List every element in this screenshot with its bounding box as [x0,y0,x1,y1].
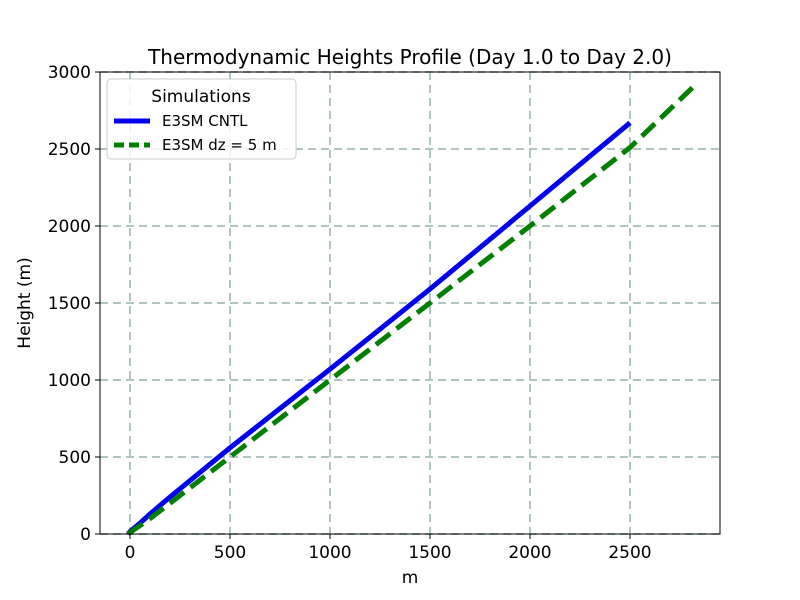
y-tick-label: 1000 [48,371,91,391]
y-tick-label: 0 [80,525,91,545]
series-layer [126,82,698,536]
legend-label-e3sm-dz5: E3SM dz = 5 m [162,136,277,154]
x-axis-label: m [402,568,419,588]
y-tick-label: 500 [59,448,91,468]
grid [100,71,720,535]
x-tick-label: 1000 [308,543,351,563]
x-tick-label: 2000 [508,543,551,563]
series-line-e3sm-dz5 [126,82,698,536]
x-tick-label: 500 [214,543,246,563]
x-tick-label: 0 [125,543,136,563]
y-tick-label: 2500 [48,140,91,160]
ticks: 0 500 1000 1500 2000 2500 0 500 1000 1500 2000 2500… [48,63,652,563]
y-axis-label: Height (m) [15,257,35,348]
y-tick-label: 2000 [48,217,91,237]
legend: Simulations E3SM CNTL E3SM dz = 5 m [106,78,297,160]
y-tick-label: 3000 [48,63,91,83]
legend-label-e3sm-cntl: E3SM CNTL [162,112,248,130]
y-tick-label: 1500 [48,294,91,314]
series-line-e3sm-cntl [126,120,632,536]
legend-box [106,78,297,160]
chart-title: Thermodynamic Heights Profile (Day 1.0 t… [147,45,672,69]
x-tick-label: 2500 [608,543,651,563]
x-tick-label: 1500 [408,543,451,563]
legend-title: Simulations [151,87,251,107]
